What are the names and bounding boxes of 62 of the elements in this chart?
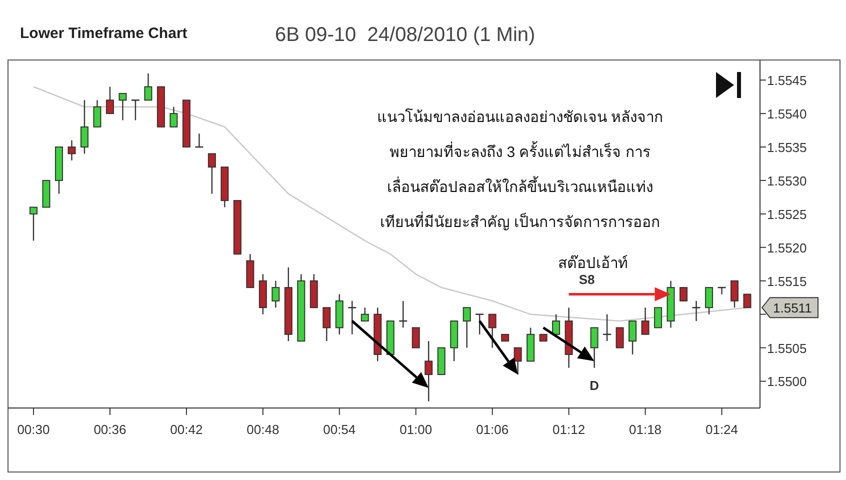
price-tag: 1.5511 (761, 297, 818, 318)
y-tick-label: 1.5525 (767, 206, 807, 222)
candlestick (514, 347, 522, 376)
candlestick (272, 280, 280, 308)
candlestick (360, 307, 369, 322)
y-tick-label: 1.5545 (767, 73, 807, 88)
candlestick (462, 307, 471, 348)
candlestick (590, 327, 598, 368)
annotation: พยายามที่จะลงถึง 3 ครั้งแต่ไม่สำเร็จ การ (390, 141, 650, 161)
y-tick-label: 1.5520 (767, 240, 807, 256)
candlestick (80, 100, 88, 154)
y-tick-label: 1.5530 (767, 173, 807, 188)
candlestick (424, 340, 433, 402)
candlestick (144, 72, 152, 101)
y-tick-label: 1.5505 (767, 340, 807, 356)
y-tick-label: 1.5500 (767, 374, 807, 390)
candlestick (170, 106, 178, 128)
candlestick (628, 320, 637, 356)
candlestick (118, 92, 127, 121)
annotation: S8 (578, 272, 595, 288)
candlestick (692, 300, 701, 322)
candlestick (322, 307, 331, 342)
candlestick (730, 280, 739, 308)
annotation: สต๊อปเอ้าท์ (558, 255, 628, 272)
candlestick (106, 86, 114, 114)
chart-title: Lower Timeframe Chart (20, 25, 188, 42)
candlestick (654, 307, 662, 328)
candlestick (743, 294, 752, 308)
candlestick (412, 327, 420, 348)
candlestick (130, 100, 140, 121)
x-tick-label: 01:24 (705, 422, 738, 437)
annotation: เลื่อนสต๊อปลอสให้ใกล้ขึ้นบริเวณเหนือแท่ง (387, 176, 653, 196)
candlestick (641, 307, 650, 335)
x-tick-label: 01:18 (629, 422, 662, 437)
x-tick-label: 01:06 (476, 422, 509, 437)
candlestick (602, 314, 612, 342)
candlestick (29, 206, 38, 242)
candlestick (680, 287, 688, 302)
x-tick-label: 00:48 (246, 422, 280, 437)
candlestick (68, 140, 76, 161)
line-series (32, 86, 748, 322)
candlestick (208, 153, 216, 194)
x-tick-label: 00:36 (94, 422, 126, 437)
y-tick-label: 1.5515 (767, 274, 807, 289)
y-tick-label: 1.5540 (767, 106, 807, 122)
annotation: แนวโน้มขาลงอ่อนแอลงอย่างชัดเจน หลังจาก (376, 108, 664, 126)
x-tick-label: 00:54 (323, 422, 356, 437)
candlestick (705, 286, 714, 315)
candlestick (616, 327, 624, 348)
x-tick-label: 01:12 (552, 422, 586, 437)
annotation: D (590, 378, 599, 393)
candlestick (474, 314, 484, 335)
x-tick-label: 00:30 (17, 422, 50, 437)
candlestick (552, 314, 560, 335)
candlestick (347, 300, 357, 335)
candlestick (93, 100, 102, 128)
chart-subtitle: 6B 09-10 24/08/2010 (1 Min) (275, 24, 536, 46)
annotation: เทียนที่มีนัยยะสำคัญ เป็นการจัดการการออก (380, 211, 660, 231)
x-tick-label: 01:00 (400, 422, 432, 437)
candlestick (488, 314, 496, 348)
y-tick-label: 1.5535 (767, 140, 807, 155)
x-tick-label: 00:42 (170, 422, 203, 437)
